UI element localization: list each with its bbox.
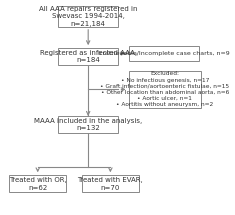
FancyBboxPatch shape bbox=[9, 175, 66, 192]
FancyBboxPatch shape bbox=[58, 48, 118, 65]
Text: Treated with OR,
n=62: Treated with OR, n=62 bbox=[9, 177, 67, 191]
Text: Irretrievable/Incomplete case charts, n=9: Irretrievable/Incomplete case charts, n=… bbox=[98, 51, 230, 56]
Text: All AAA repairs registered in
Swevasc 1994-2014,
n=21,184: All AAA repairs registered in Swevasc 19… bbox=[39, 6, 137, 27]
FancyBboxPatch shape bbox=[129, 46, 199, 61]
FancyBboxPatch shape bbox=[58, 6, 118, 27]
FancyBboxPatch shape bbox=[58, 116, 118, 133]
Text: Treated with EVAR,
n=70: Treated with EVAR, n=70 bbox=[78, 177, 143, 191]
FancyBboxPatch shape bbox=[82, 175, 139, 192]
Text: MAAA included in the analysis,
n=132: MAAA included in the analysis, n=132 bbox=[34, 118, 142, 131]
FancyBboxPatch shape bbox=[129, 71, 201, 108]
Text: Excluded:
• No infectious genesis, n=17
• Graft infection/aortoenteric fistulae,: Excluded: • No infectious genesis, n=17 … bbox=[100, 71, 229, 108]
Text: Registered as infected AAA,
n=184: Registered as infected AAA, n=184 bbox=[40, 50, 137, 63]
